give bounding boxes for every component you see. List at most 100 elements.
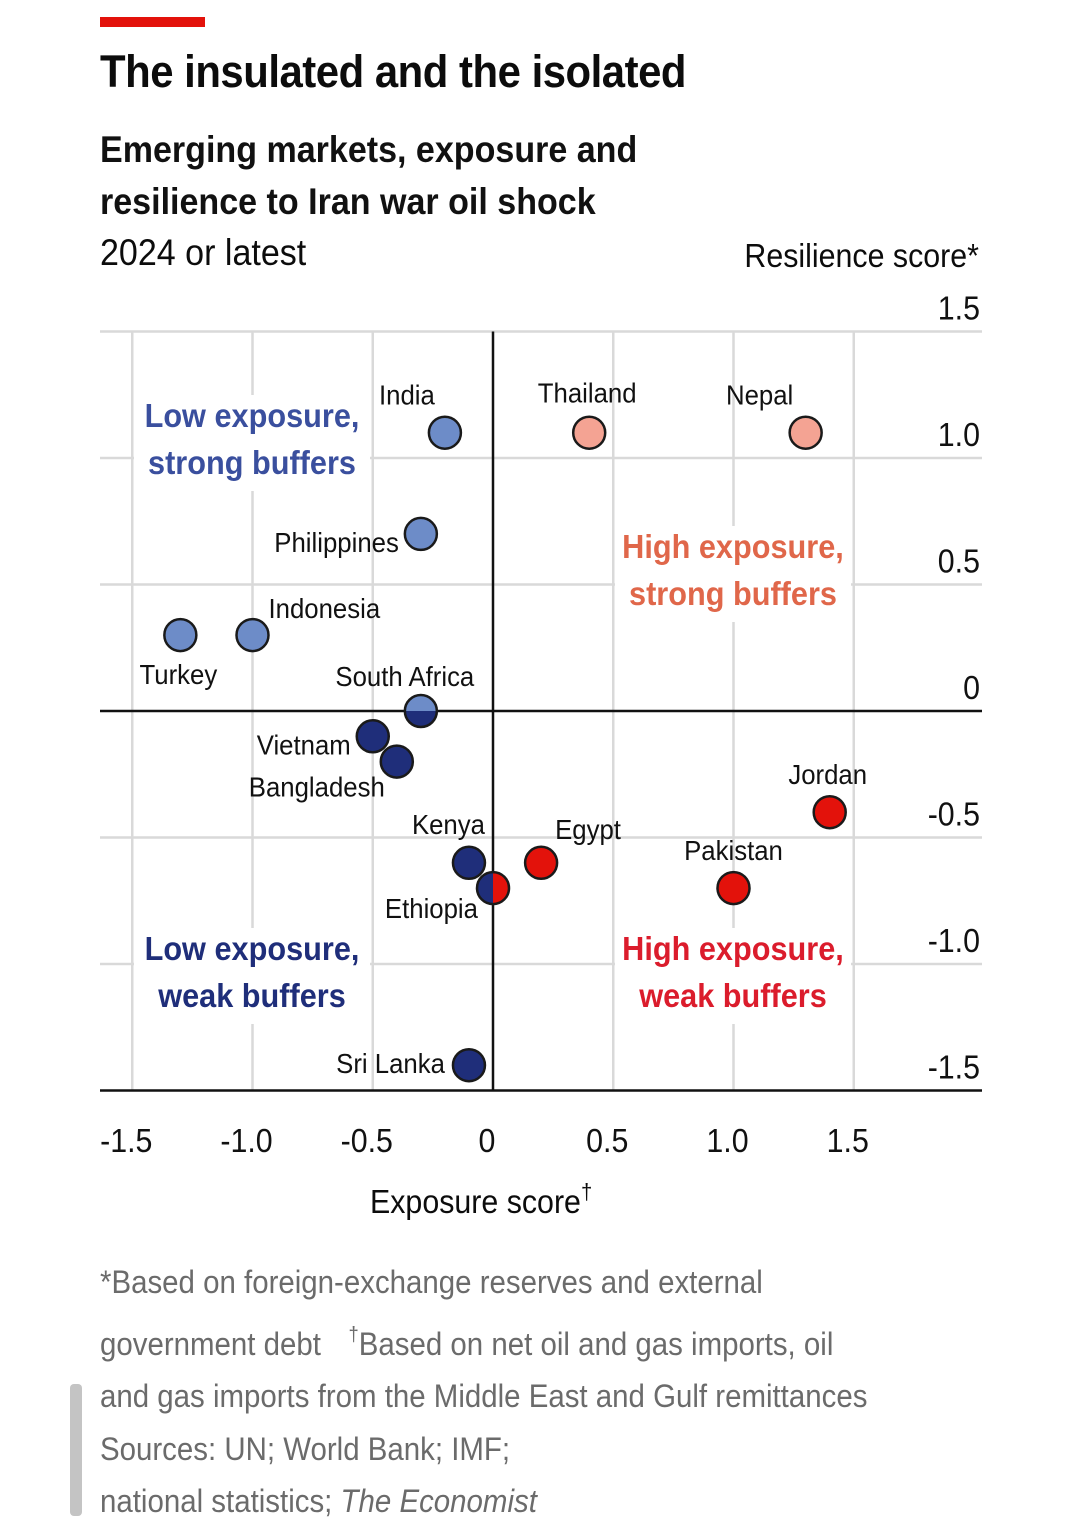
point-egypt	[523, 845, 559, 881]
x-tick-labels: -1.5 -1.0 -0.5 0 0.5 1.0 1.5	[100, 1122, 869, 1159]
point-jordan	[812, 794, 847, 830]
quadrant-label-line: High exposure,	[622, 528, 844, 565]
point-label-jordan: Jordan	[788, 759, 867, 790]
point-label-indonesia: Indonesia	[269, 593, 381, 624]
footnote-line-2b: Based on net oil and gas imports, oil	[358, 1325, 834, 1362]
point-label-pakistan: Pakistan	[684, 835, 783, 866]
quadrant-label-top-left: Low exposure, strong buffers	[134, 395, 370, 491]
scrollbar[interactable]	[70, 1384, 82, 1516]
quadrant-label-line: Low exposure,	[145, 397, 360, 434]
quadrant-label-bottom-left: Low exposure, weak buffers	[134, 928, 370, 1024]
x-tick-label: 1.5	[827, 1122, 869, 1159]
point-marker	[812, 794, 847, 830]
data-points	[163, 415, 847, 1083]
point-label-kenya: Kenya	[412, 809, 485, 840]
point-marker	[235, 617, 270, 653]
point-south-africa	[403, 693, 439, 729]
x-axis-title: Exposure score†	[370, 1170, 592, 1224]
point-marker	[379, 744, 415, 779]
y-tick-label: 0	[963, 669, 980, 706]
point-outline	[475, 870, 511, 906]
quadrant-label-background	[134, 395, 370, 491]
point-marker	[451, 1047, 487, 1083]
x-tick-label: -1.0	[220, 1122, 272, 1159]
quadrant-label-line: weak buffers	[638, 977, 827, 1014]
point-half	[493, 872, 509, 905]
chart-subtitle: Emerging markets, exposure and resilienc…	[100, 124, 726, 228]
economist-red-rule	[100, 17, 205, 27]
footnote-dagger: †	[348, 1323, 359, 1346]
subtitle-line-2: resilience to Iran war oil shock	[100, 181, 596, 222]
y-tick-label: -1.0	[928, 922, 980, 959]
point-label-vietnam: Vietnam	[257, 729, 351, 760]
y-tick-label: 0.5	[938, 542, 980, 579]
footnote-line-2a: government debt	[100, 1325, 321, 1362]
point-pakistan	[716, 870, 751, 906]
point-philippines	[403, 516, 439, 552]
chart-title: The insulated and the isolated	[100, 46, 687, 97]
point-marker	[355, 719, 390, 754]
point-half	[404, 695, 437, 711]
point-label-south-africa: South Africa	[335, 661, 474, 692]
y-tick-label: 1.5	[938, 289, 980, 326]
x-axis-title-text: Exposure score	[370, 1183, 581, 1220]
x-tick-label: -1.5	[100, 1122, 152, 1159]
point-label-egypt: Egypt	[555, 814, 621, 845]
point-marker	[571, 415, 607, 450]
quadrant-label-line: strong buffers	[148, 444, 356, 481]
y-tick-labels: 1.5 1.0 0.5 0 -0.5 -1.0 -1.5	[928, 289, 980, 1085]
point-label-turkey: Turkey	[139, 659, 217, 690]
point-half	[477, 872, 493, 905]
y-tick-label: -1.5	[928, 1048, 980, 1085]
point-label-philippines: Philippines	[274, 527, 399, 558]
point-turkey	[163, 617, 198, 653]
point-label-ethiopia: Ethiopia	[385, 893, 478, 924]
point-india	[427, 415, 463, 450]
quadrant-label-background	[615, 526, 851, 622]
point-marker	[788, 415, 823, 450]
footnote-line-2: government debt †Based on net oil and gas…	[100, 1309, 928, 1371]
quadrant-label-background	[615, 928, 851, 1024]
point-ethiopia	[475, 870, 511, 906]
point-label-thailand: Thailand	[538, 378, 637, 409]
point-kenya	[451, 845, 487, 881]
quadrant-label-line: strong buffers	[629, 575, 837, 612]
footnote-line-3: and gas imports from the Middle East and…	[100, 1378, 868, 1414]
point-indonesia	[235, 617, 270, 653]
point-label-bangladesh: Bangladesh	[249, 772, 385, 803]
footnote: *Based on foreign-exchange reserves and …	[100, 1256, 928, 1528]
x-tick-label: 1.0	[706, 1122, 748, 1159]
point-sri-lanka	[451, 1047, 487, 1083]
y-axis-title: Resilience score*	[744, 237, 979, 274]
point-marker	[427, 415, 463, 450]
footnote-sources: Sources: UN; World Bank; IMF;	[100, 1430, 511, 1467]
point-labels: India Thailand Nepal Philippines Indonesia Tu…	[139, 378, 867, 1080]
quadrant-label-bottom-right: High exposure, weak buffers	[615, 928, 851, 1024]
x-tick-label: -0.5	[341, 1122, 393, 1159]
point-label-sri-lanka: Sri Lanka	[336, 1048, 445, 1079]
point-label-nepal: Nepal	[726, 380, 793, 411]
point-outline	[403, 693, 439, 729]
subtitle-line-1: Emerging markets, exposure and	[100, 129, 638, 170]
point-marker	[163, 617, 198, 653]
quadrant-label-line: Low exposure,	[145, 930, 360, 967]
chart-period: 2024 or latest	[100, 232, 307, 273]
point-marker	[716, 870, 751, 906]
point-marker	[523, 845, 559, 881]
point-bangladesh	[379, 744, 415, 779]
footnote-line-1: *Based on foreign-exchange reserves and …	[100, 1264, 763, 1300]
point-vietnam	[355, 719, 390, 754]
quadrant-label-top-right: High exposure, strong buffers	[615, 526, 851, 622]
footnote-line-5a: national statistics;	[100, 1483, 341, 1519]
footnote-publisher: The Economist	[340, 1483, 537, 1519]
y-tick-label: 1.0	[938, 416, 980, 453]
point-marker	[403, 516, 439, 552]
quadrant-label-background	[134, 928, 370, 1024]
footnote-line-5: national statistics; The Economist	[100, 1475, 928, 1528]
point-marker	[451, 845, 487, 881]
x-tick-label: 0.5	[586, 1122, 628, 1159]
x-tick-label: 0	[479, 1122, 496, 1159]
quadrant-label-line: weak buffers	[157, 977, 346, 1014]
